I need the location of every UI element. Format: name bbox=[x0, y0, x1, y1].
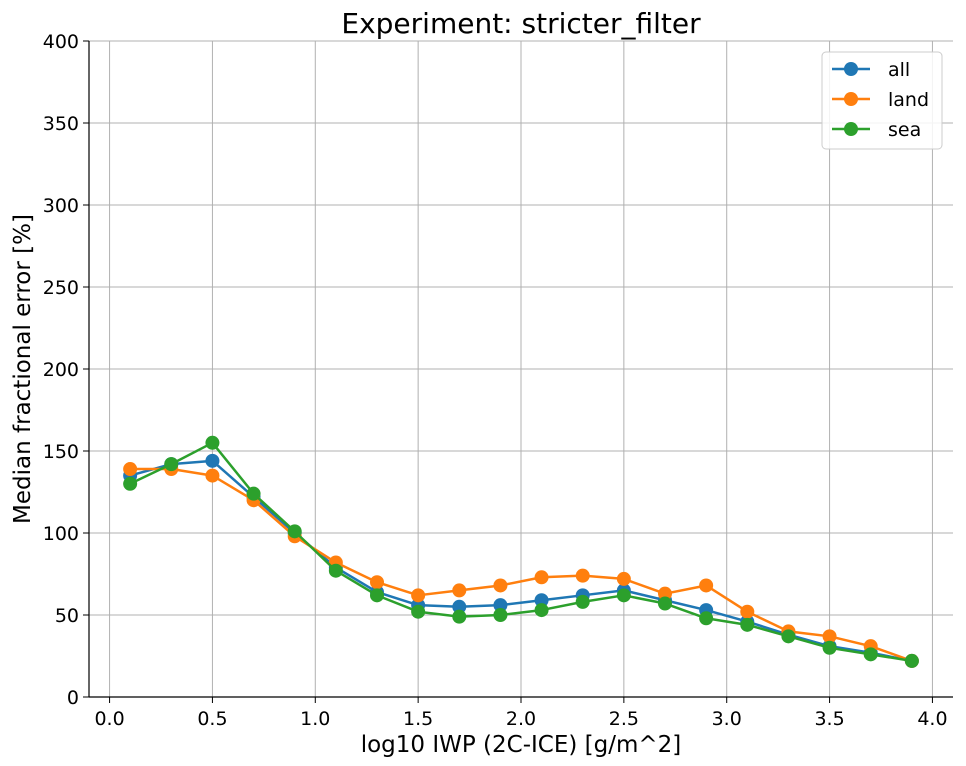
legend-marker bbox=[844, 122, 858, 136]
y-tick-label: 150 bbox=[43, 441, 79, 463]
data-point-land bbox=[534, 570, 549, 585]
chart-title: Experiment: stricter_filter bbox=[341, 7, 701, 40]
series-land bbox=[123, 462, 919, 668]
data-point-land bbox=[575, 568, 590, 583]
data-point-sea bbox=[164, 457, 179, 472]
data-point-land bbox=[411, 588, 426, 603]
legend-label: land bbox=[888, 89, 929, 111]
legend-label: sea bbox=[888, 119, 921, 141]
y-tick-label: 300 bbox=[43, 195, 79, 217]
data-point-land bbox=[658, 586, 672, 601]
y-axis-label: Median fractional error [%] bbox=[10, 214, 36, 524]
y-tick-label: 400 bbox=[43, 31, 79, 53]
x-tick-label: 3.5 bbox=[814, 708, 844, 730]
y-tick-label: 100 bbox=[43, 523, 79, 545]
legend-item-all: all bbox=[832, 59, 910, 81]
data-point-land bbox=[493, 578, 508, 593]
legend: all land sea bbox=[821, 51, 943, 150]
legend-label: all bbox=[888, 59, 910, 81]
data-point-all bbox=[205, 453, 220, 468]
data-point-sea bbox=[781, 629, 796, 644]
data-point-sea bbox=[863, 647, 878, 662]
data-point-sea bbox=[740, 617, 755, 632]
x-axis-label: log10 IWP (2C-ICE) [g/m^2] bbox=[361, 732, 682, 758]
series-line-sea bbox=[129, 441, 913, 663]
data-point-land bbox=[370, 575, 384, 590]
data-point-sea bbox=[452, 609, 467, 624]
data-point-land bbox=[205, 468, 220, 483]
data-point-sea bbox=[616, 588, 631, 603]
x-tick-label: 3.0 bbox=[712, 708, 742, 730]
y-tick-label: 250 bbox=[43, 277, 79, 299]
legend-item-land: land bbox=[832, 89, 929, 111]
data-point-land bbox=[452, 583, 467, 598]
y-tick-label: 200 bbox=[43, 359, 79, 381]
data-point-land bbox=[616, 571, 631, 586]
data-point-sea bbox=[411, 604, 426, 619]
data-point-sea bbox=[658, 596, 672, 611]
data-point-all bbox=[493, 598, 508, 613]
data-point-all bbox=[452, 599, 467, 614]
data-point-sea bbox=[370, 588, 384, 603]
y-axis-ticks: 0 50 100 150 200 250 300 350 400 bbox=[43, 31, 89, 709]
data-point-sea bbox=[123, 476, 138, 491]
legend-marker bbox=[844, 92, 858, 106]
grid-lines bbox=[89, 40, 953, 698]
x-tick-label: 2.0 bbox=[506, 708, 536, 730]
x-tick-label: 1.0 bbox=[300, 708, 330, 730]
x-tick-label: 2.5 bbox=[609, 708, 639, 730]
data-point-sea bbox=[822, 640, 837, 655]
data-point-sea bbox=[575, 594, 590, 609]
x-tick-label: 4.0 bbox=[917, 708, 947, 730]
x-tick-label: 0.0 bbox=[94, 708, 124, 730]
series-line-land bbox=[130, 467, 913, 663]
x-tick-label: 0.5 bbox=[197, 708, 227, 730]
data-point-sea bbox=[246, 486, 261, 501]
data-point-land bbox=[822, 629, 837, 644]
legend-item-sea: sea bbox=[832, 119, 921, 141]
data-point-sea bbox=[904, 653, 919, 668]
y-tick-label: 350 bbox=[43, 113, 79, 135]
data-point-sea bbox=[493, 608, 508, 622]
data-point-all bbox=[534, 593, 549, 608]
data-point-sea bbox=[205, 435, 220, 450]
x-axis-ticks: 0.0 0.5 1.0 1.5 2.0 2.5 3.0 3.5 4.0 bbox=[94, 697, 948, 730]
data-point-sea bbox=[287, 524, 302, 539]
data-point-land bbox=[699, 578, 714, 593]
series-sea bbox=[123, 435, 919, 668]
data-point-sea bbox=[534, 603, 549, 618]
y-tick-label: 0 bbox=[67, 687, 79, 709]
y-tick-label: 50 bbox=[55, 605, 79, 627]
series-group bbox=[123, 435, 919, 668]
data-point-land bbox=[740, 604, 755, 619]
data-point-land bbox=[123, 462, 138, 477]
data-point-sea bbox=[328, 563, 343, 578]
legend-marker bbox=[844, 62, 858, 76]
x-tick-label: 1.5 bbox=[403, 708, 433, 730]
data-point-sea bbox=[699, 611, 714, 626]
